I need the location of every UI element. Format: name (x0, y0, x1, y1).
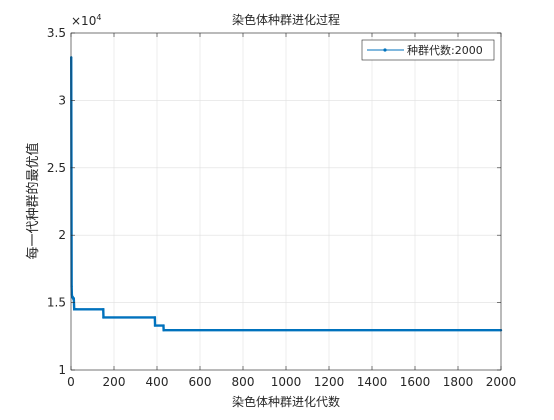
x-tick-label: 1200 (314, 375, 345, 389)
y-tick-label: 1 (58, 363, 66, 377)
x-tick-label: 400 (146, 375, 169, 389)
y-exponent-power: 4 (96, 13, 101, 22)
data-point (75, 308, 78, 311)
data-point (102, 316, 105, 319)
y-exponent-base: ×10 (71, 14, 96, 28)
x-tick-label: 1400 (357, 375, 388, 389)
x-tick-label: 0 (67, 375, 75, 389)
y-tick-label: 2.5 (47, 161, 66, 175)
chart-title: 染色体种群进化过程 (232, 12, 340, 27)
x-axis-title: 染色体种群进化代数 (232, 394, 340, 409)
x-tick-label: 600 (189, 375, 212, 389)
x-tick-label: 1600 (400, 375, 431, 389)
y-tick-label: 3 (58, 93, 66, 107)
data-point (162, 324, 165, 327)
y-tick-label: 3.5 (47, 26, 66, 40)
y-exponent-label: ×104 (71, 13, 101, 28)
x-tick-label: 800 (232, 375, 255, 389)
data-point (153, 324, 157, 327)
legend-marker (383, 48, 387, 52)
x-tick-label: 1000 (271, 375, 302, 389)
tick-labels: 0 200 400 600 800 1000 1200 1400 1600 1800 2000 1 1.… (47, 26, 516, 389)
x-tick-label: 200 (103, 375, 126, 389)
legend-box (361, 39, 495, 61)
data-point (162, 329, 165, 332)
ticks (70, 32, 502, 371)
legend-entry-label: 种群代数:2000 (407, 43, 483, 57)
y-tick-label: 2 (58, 228, 66, 242)
y-axis-title: 每一代种群的最优值 (25, 142, 41, 259)
x-tick-label: 2000 (486, 375, 517, 389)
data-point (153, 316, 157, 319)
data-point (72, 297, 75, 300)
data-point (102, 308, 105, 311)
legend: 种群代数:2000 (361, 39, 495, 61)
y-tick-label: 1.5 (47, 296, 66, 310)
x-tick-label: 1800 (443, 375, 474, 389)
